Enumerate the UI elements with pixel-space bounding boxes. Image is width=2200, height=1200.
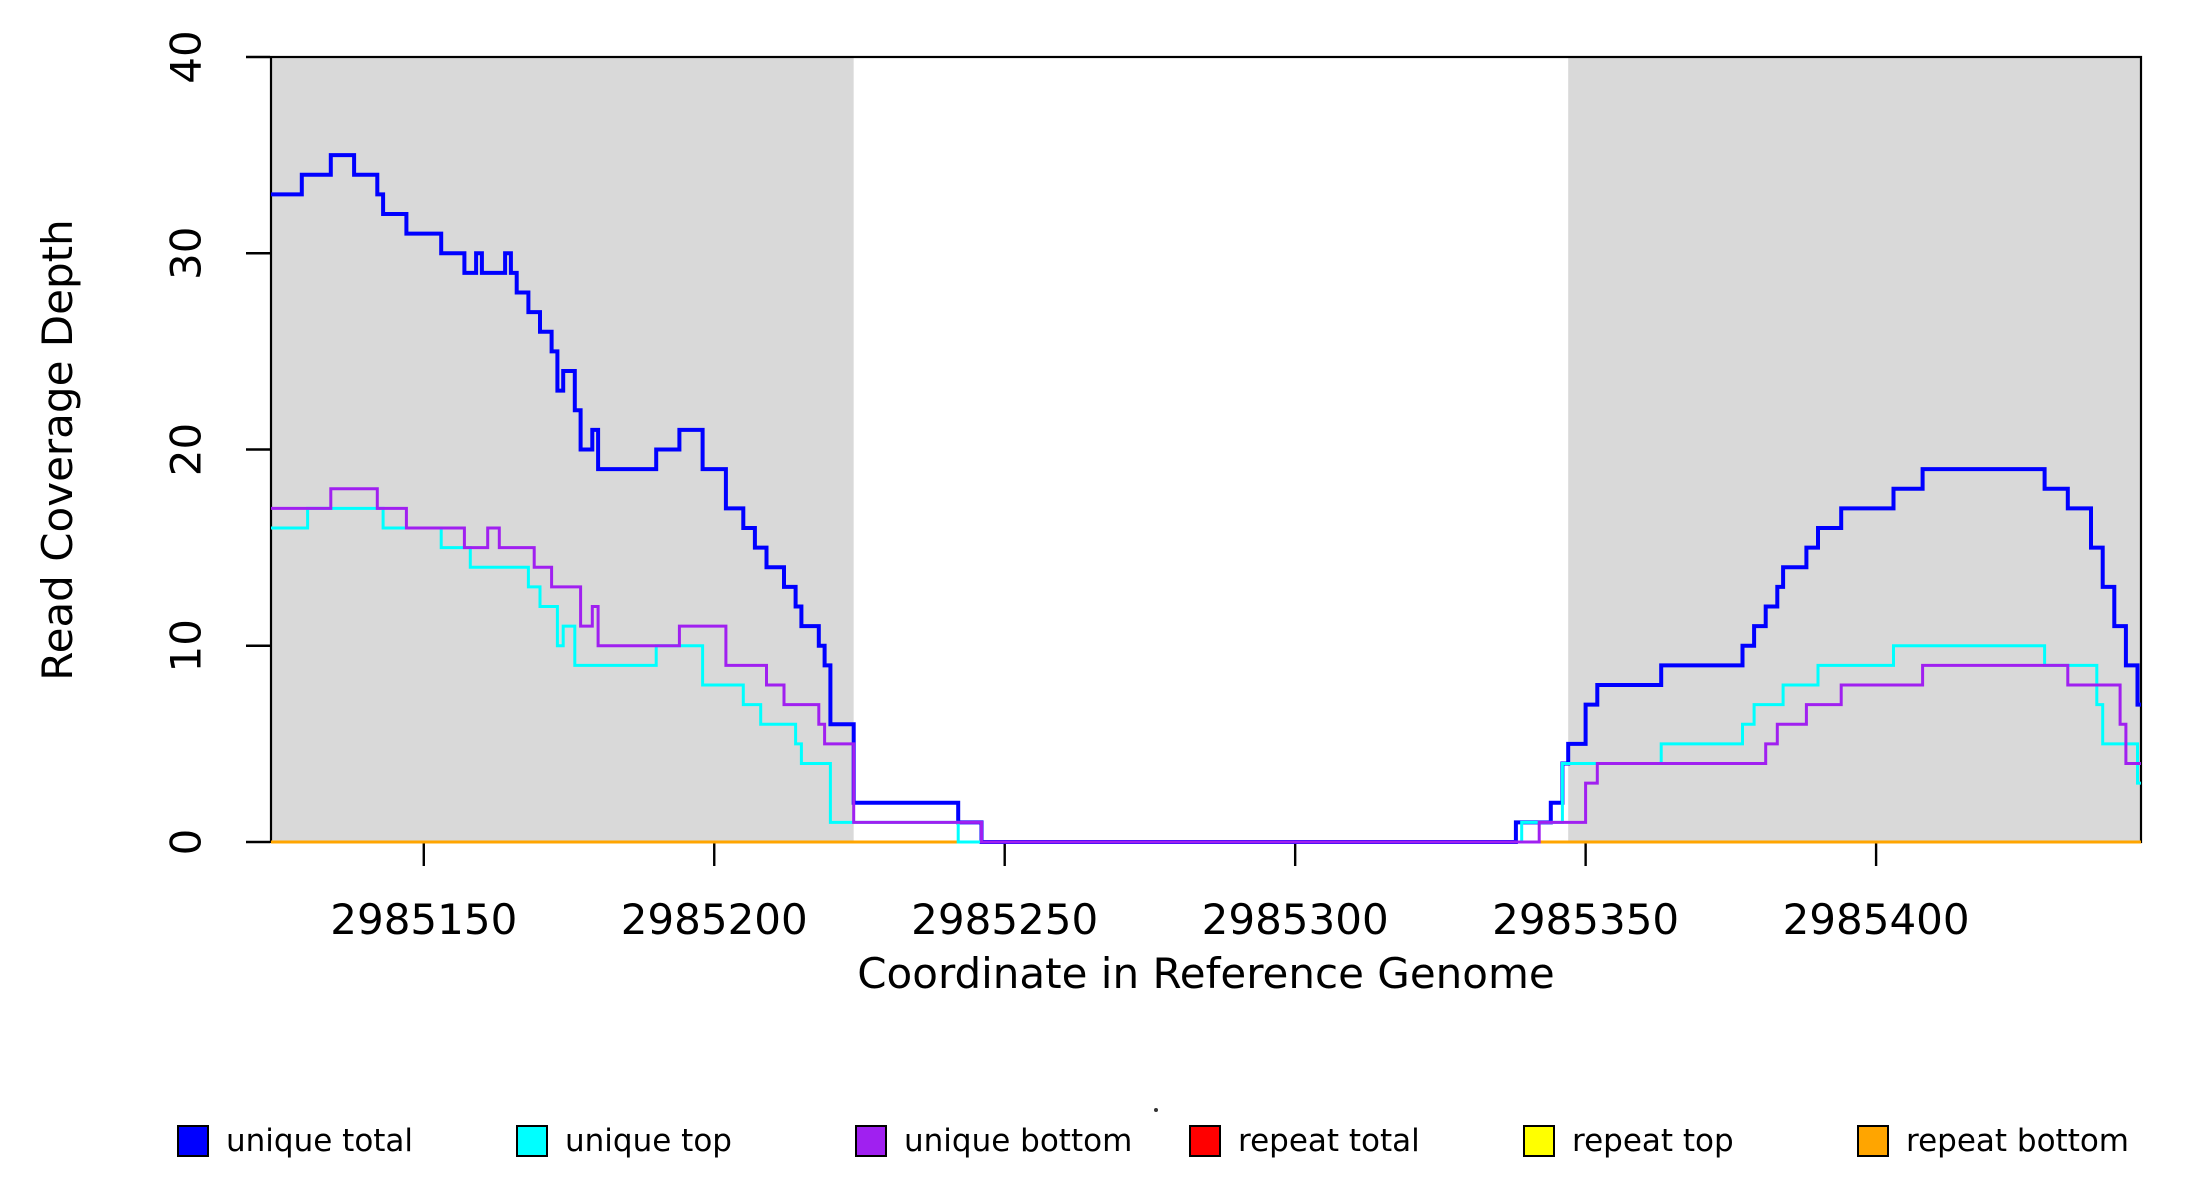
x-axis-ticks: 2985150 2985200 2985250 2985300 2985350 29854… [330,843,1970,944]
x-axis-title: Coordinate in Reference Genome [857,949,1555,998]
series-line-unique-total [271,153,2141,844]
legend-swatch [1523,1125,1555,1157]
y-axis-ticks: 0 10 20 30 40 [162,30,270,855]
legend-swatch [855,1125,887,1157]
legend-item-repeat-bottom: repeat bottom [1857,1123,2129,1159]
y-tick-label: 0 [162,829,211,856]
series-line-unique-bottom [271,487,2141,844]
legend-label: repeat total [1238,1123,1420,1159]
legend-swatch [177,1125,209,1157]
x-tick-label: 2985300 [1202,895,1389,944]
legend-label: repeat top [1572,1123,1734,1159]
shaded-region [1568,57,2141,842]
shaded-regions [271,57,2141,842]
x-tick-label: 2985250 [911,895,1098,944]
series-lines [271,153,2141,844]
legend: unique total unique top unique bottom repea… [177,1123,2129,1159]
legend-item-unique-total: unique total [177,1123,413,1159]
x-tick-label: 2985400 [1783,895,1970,944]
legend-swatch [516,1125,548,1157]
series-line-unique-top [271,506,2141,844]
y-axis-title: Read Coverage Depth [33,219,82,680]
legend-label: unique bottom [904,1123,1132,1159]
legend-label: unique total [226,1123,413,1159]
legend-label: repeat bottom [1906,1123,2129,1159]
x-tick-label: 2985350 [1492,895,1679,944]
legend-item-repeat-top: repeat top [1523,1123,1734,1159]
stray-dot [1154,1108,1158,1112]
legend-item-unique-bottom: unique bottom [855,1123,1132,1159]
legend-item-repeat-total: repeat total [1189,1123,1420,1159]
legend-swatch [1189,1125,1221,1157]
x-tick-label: 2985150 [330,895,517,944]
y-tick-label: 30 [162,227,211,280]
legend-swatch [1857,1125,1889,1157]
y-tick-label: 40 [162,30,211,83]
shaded-region [271,57,854,842]
y-tick-label: 10 [162,619,211,672]
legend-label: unique top [565,1123,732,1159]
legend-item-unique-top: unique top [516,1123,732,1159]
y-tick-label: 20 [162,423,211,476]
x-tick-label: 2985200 [621,895,808,944]
